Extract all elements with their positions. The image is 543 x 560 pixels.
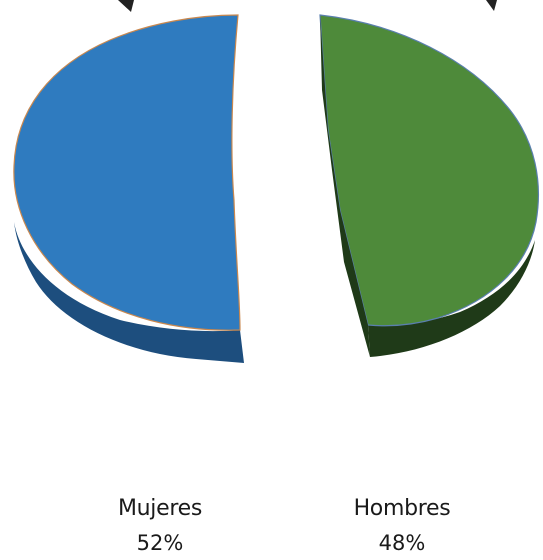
cropped-text-artifact-right [486, 0, 497, 11]
slice-mujeres [13, 14, 244, 363]
top-edge-artifacts [118, 0, 497, 12]
slice-hombres-ridge [320, 15, 370, 357]
percent-label-hombres: 48% [378, 531, 426, 555]
percent-label-mujeres: 52% [136, 531, 184, 555]
slice-mujeres-side [14, 222, 244, 363]
slice-hombres [319, 14, 540, 357]
data-label-mujeres: Mujeres 52% [80, 492, 240, 560]
data-label-hombres: Hombres 48% [322, 492, 482, 560]
category-label-hombres: Hombres [353, 496, 451, 521]
category-label-mujeres: Mujeres [117, 496, 203, 521]
cropped-text-artifact-left [118, 0, 134, 12]
slice-mujeres-top [13, 14, 241, 331]
slice-hombres-top [319, 14, 540, 327]
slice-hombres-side [368, 240, 535, 357]
